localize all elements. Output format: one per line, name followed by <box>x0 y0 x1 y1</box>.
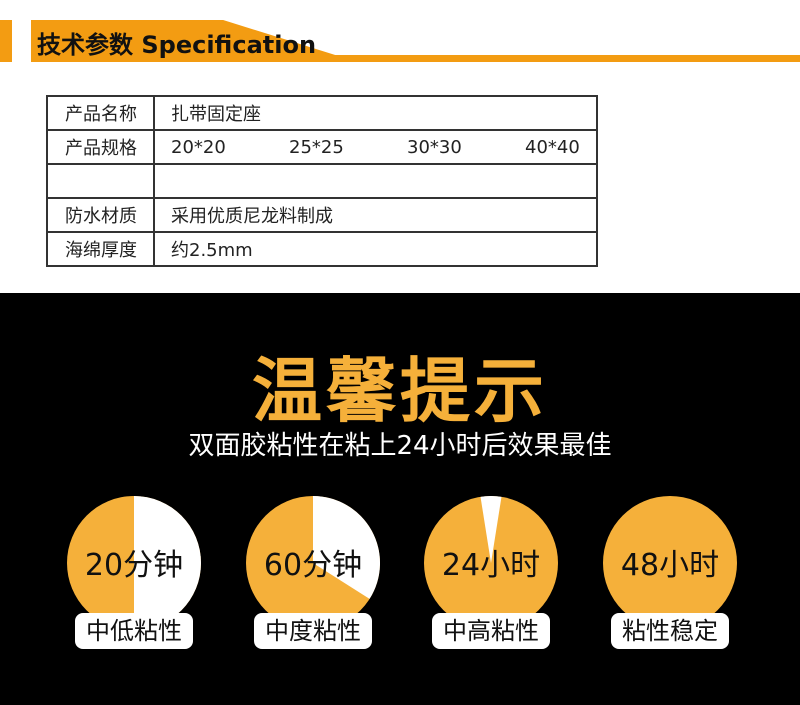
row-value: 约2.5mm <box>153 231 598 267</box>
time-label: 20分钟 <box>84 548 184 583</box>
row-key: 产品名称 <box>46 95 155 131</box>
size-option: 40*40 <box>525 136 580 158</box>
pie-20min: 20分钟 <box>67 496 201 630</box>
stickiness-label: 中低粘性 <box>75 613 193 649</box>
pie-48h: 48小时 <box>603 496 737 630</box>
table-row <box>46 163 598 199</box>
table-row: 海绵厚度 约2.5mm <box>46 231 598 267</box>
stickiness-label: 粘性稳定 <box>611 613 729 649</box>
row-key: 防水材质 <box>46 197 155 233</box>
time-label: 48小时 <box>620 548 720 583</box>
size-option: 20*20 <box>171 136 226 158</box>
header-line <box>215 55 800 62</box>
row-key: 海绵厚度 <box>46 231 155 267</box>
time-label: 60分钟 <box>263 548 363 583</box>
pie-chart <box>246 496 380 630</box>
pie-24h: 24小时 <box>424 496 558 630</box>
header-accent <box>0 20 12 62</box>
pie-chart <box>603 496 737 630</box>
table-row: 防水材质 采用优质尼龙料制成 <box>46 197 598 233</box>
table-row: 产品规格 20*20 25*25 30*30 40*40 <box>46 129 598 165</box>
row-value: 20*20 25*25 30*30 40*40 <box>153 129 598 165</box>
row-value <box>153 163 598 199</box>
pie-chart <box>67 496 201 630</box>
row-value: 扎带固定座 <box>153 95 598 131</box>
pie-remaining-slice <box>313 496 380 599</box>
time-label: 24小时 <box>441 548 541 583</box>
pie-cured-slice <box>603 496 737 630</box>
row-key <box>46 163 155 199</box>
pie-chart <box>424 496 558 630</box>
size-option: 30*30 <box>407 136 462 158</box>
stickiness-label: 中度粘性 <box>254 613 372 649</box>
row-value: 采用优质尼龙料制成 <box>153 197 598 233</box>
section-title: 技术参数 Specification <box>37 31 317 59</box>
size-option: 25*25 <box>289 136 344 158</box>
pie-60min: 60分钟 <box>246 496 380 630</box>
pie-remaining-slice <box>134 496 201 630</box>
pie-remaining-slice <box>480 496 502 563</box>
tips-subtitle: 双面胶粘性在粘上24小时后效果最佳 <box>188 431 612 461</box>
row-key: 产品规格 <box>46 129 155 165</box>
tips-title: 温馨提示 <box>252 350 548 432</box>
spec-table: 产品名称 扎带固定座 产品规格 20*20 25*25 30*30 40*40 防水材质采… <box>46 95 598 267</box>
stickiness-label: 中高粘性 <box>432 613 550 649</box>
table-row: 产品名称 扎带固定座 <box>46 95 598 131</box>
